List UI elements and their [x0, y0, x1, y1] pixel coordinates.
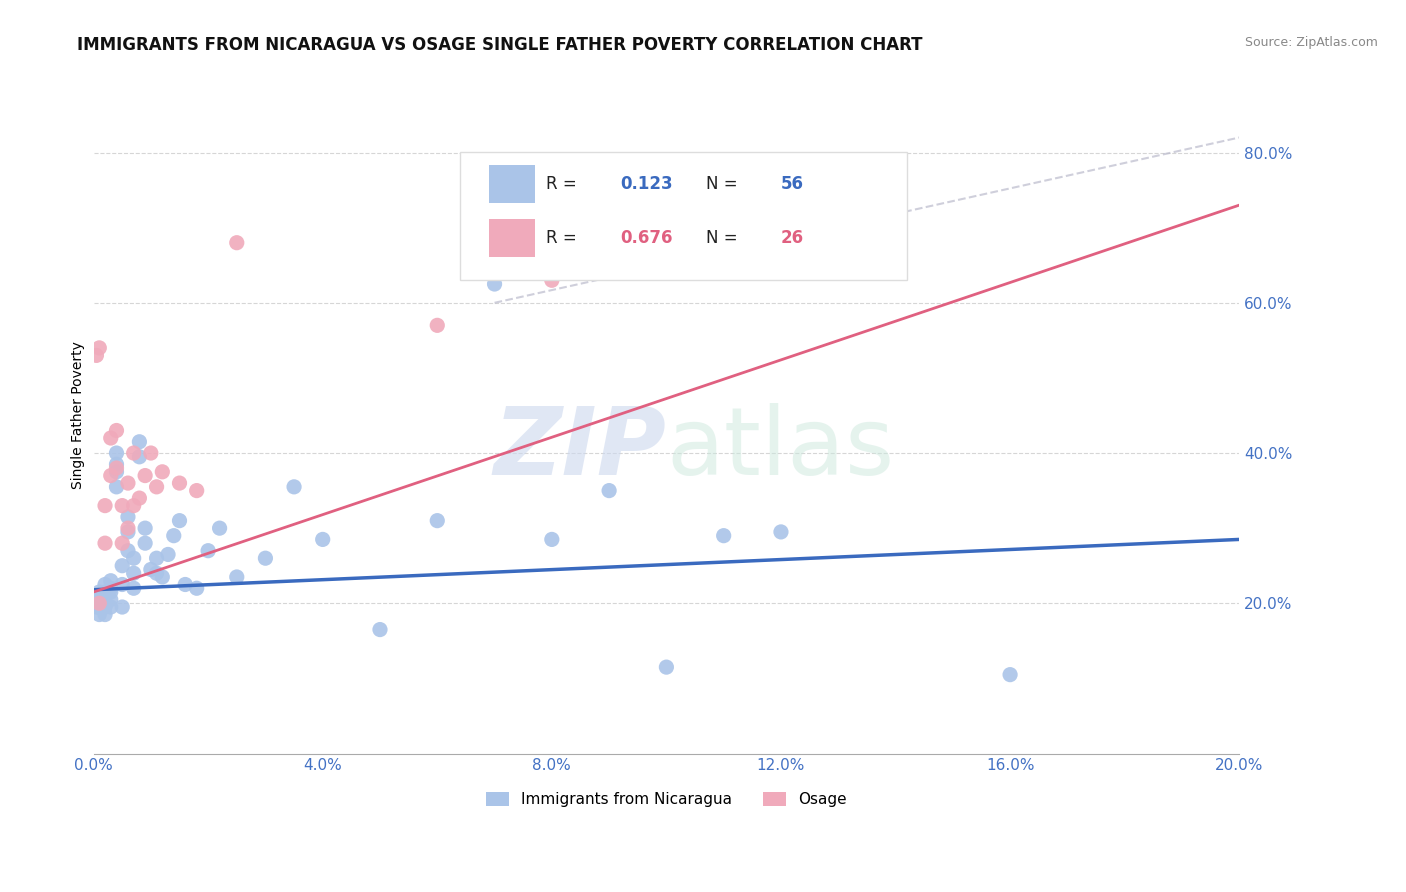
Point — [111, 558, 134, 573]
Point — [254, 551, 277, 566]
Point — [426, 514, 449, 528]
Point — [89, 585, 111, 599]
Point — [117, 521, 139, 535]
Point — [122, 499, 145, 513]
Point — [169, 514, 191, 528]
Point — [139, 562, 162, 576]
Point — [186, 483, 208, 498]
Bar — [489, 165, 534, 202]
Point — [89, 341, 111, 355]
Point — [145, 480, 167, 494]
Point — [117, 543, 139, 558]
Point — [134, 468, 156, 483]
Point — [94, 607, 117, 622]
Point — [94, 600, 117, 615]
Point — [94, 585, 117, 599]
Point — [111, 577, 134, 591]
Text: atlas: atlas — [666, 403, 894, 495]
Text: 0.123: 0.123 — [620, 175, 673, 193]
Point — [128, 491, 150, 505]
Text: N =: N = — [706, 229, 744, 247]
Text: R =: R = — [546, 229, 582, 247]
Point — [89, 600, 111, 615]
Legend: Immigrants from Nicaragua, Osage: Immigrants from Nicaragua, Osage — [479, 786, 852, 814]
Point — [100, 581, 122, 595]
Point — [128, 450, 150, 464]
Point — [105, 424, 128, 438]
Point — [283, 480, 305, 494]
Point — [105, 480, 128, 494]
Point — [134, 536, 156, 550]
Point — [145, 566, 167, 581]
Point — [117, 476, 139, 491]
Point — [157, 548, 180, 562]
Point — [197, 543, 219, 558]
Point — [540, 273, 562, 287]
Point — [94, 589, 117, 603]
Point — [111, 499, 134, 513]
Text: 26: 26 — [780, 229, 804, 247]
Point — [134, 521, 156, 535]
Point — [655, 205, 678, 219]
Point — [122, 446, 145, 460]
Point — [169, 476, 191, 491]
Point — [368, 623, 391, 637]
Point — [122, 566, 145, 581]
Point — [208, 521, 231, 535]
Text: ZIP: ZIP — [494, 403, 666, 495]
Point — [145, 551, 167, 566]
Point — [89, 607, 111, 622]
Point — [150, 570, 173, 584]
Point — [105, 446, 128, 460]
Point — [312, 533, 335, 547]
Text: IMMIGRANTS FROM NICARAGUA VS OSAGE SINGLE FATHER POVERTY CORRELATION CHART: IMMIGRANTS FROM NICARAGUA VS OSAGE SINGL… — [77, 36, 922, 54]
Point — [100, 574, 122, 588]
Point — [163, 529, 186, 543]
Point — [100, 585, 122, 599]
Text: N =: N = — [706, 175, 744, 193]
Point — [484, 277, 506, 291]
Point — [100, 600, 122, 615]
Point — [655, 660, 678, 674]
Point — [998, 667, 1021, 681]
Bar — [489, 219, 534, 257]
Point — [117, 509, 139, 524]
Point — [105, 461, 128, 475]
Point — [100, 592, 122, 607]
Text: 56: 56 — [780, 175, 804, 193]
Point — [598, 483, 620, 498]
Point — [117, 524, 139, 539]
Point — [105, 458, 128, 472]
Point — [86, 348, 108, 362]
Point — [89, 592, 111, 607]
Point — [128, 434, 150, 449]
Point — [100, 431, 122, 445]
Text: 0.676: 0.676 — [620, 229, 673, 247]
Point — [105, 465, 128, 479]
Text: R =: R = — [546, 175, 582, 193]
Text: Source: ZipAtlas.com: Source: ZipAtlas.com — [1244, 36, 1378, 49]
Point — [225, 235, 247, 250]
Point — [139, 446, 162, 460]
Point — [94, 536, 117, 550]
Point — [111, 536, 134, 550]
Point — [426, 318, 449, 333]
Point — [122, 551, 145, 566]
Point — [713, 529, 735, 543]
Point — [540, 533, 562, 547]
Point — [174, 577, 197, 591]
Point — [86, 600, 108, 615]
Point — [100, 468, 122, 483]
Point — [150, 465, 173, 479]
Point — [122, 581, 145, 595]
Point — [89, 596, 111, 610]
Point — [111, 600, 134, 615]
FancyBboxPatch shape — [460, 152, 907, 280]
Point — [769, 524, 792, 539]
Point — [94, 577, 117, 591]
Point — [94, 499, 117, 513]
Y-axis label: Single Father Poverty: Single Father Poverty — [72, 342, 86, 490]
Point — [186, 581, 208, 595]
Point — [225, 570, 247, 584]
